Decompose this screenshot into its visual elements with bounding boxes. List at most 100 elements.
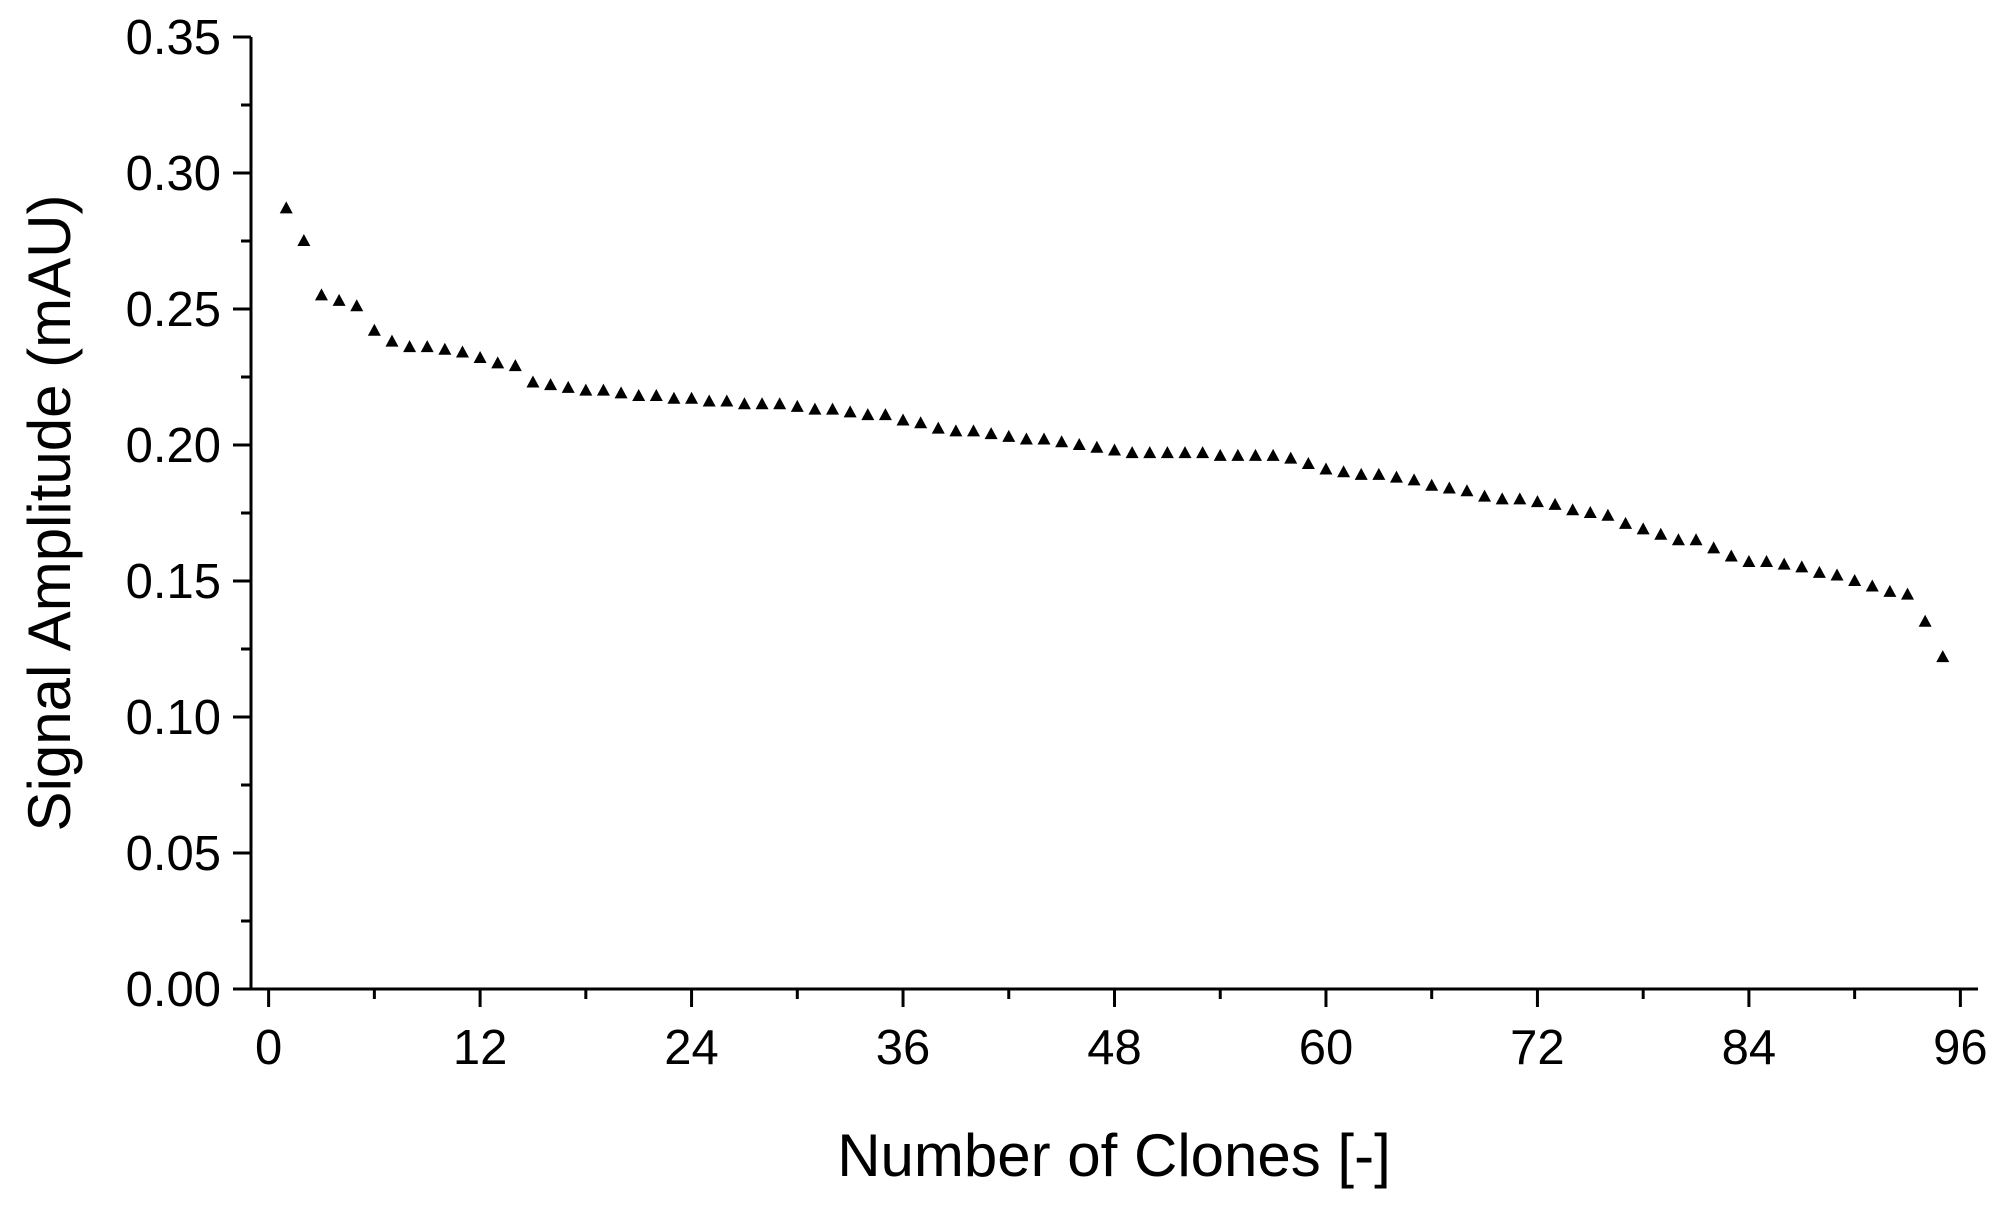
point xyxy=(1865,579,1879,592)
point xyxy=(1619,516,1633,529)
point xyxy=(1795,560,1809,573)
point xyxy=(1248,448,1262,461)
point xyxy=(297,234,311,246)
x-tick-label: 12 xyxy=(453,1021,508,1075)
point xyxy=(367,323,381,336)
point xyxy=(508,359,522,372)
y-tick-label: 0.25 xyxy=(126,283,221,337)
point xyxy=(1231,448,1245,461)
point xyxy=(1830,568,1844,581)
y-tick-label: 0.00 xyxy=(126,963,221,1017)
point xyxy=(826,402,840,415)
point xyxy=(861,408,875,421)
point xyxy=(279,201,293,214)
point xyxy=(350,299,364,312)
point xyxy=(1883,584,1897,597)
point xyxy=(1407,473,1421,486)
point xyxy=(1108,443,1121,456)
point xyxy=(967,424,981,437)
point xyxy=(1002,429,1016,442)
point xyxy=(1636,522,1650,535)
point xyxy=(1178,446,1192,459)
point xyxy=(614,386,628,399)
point xyxy=(755,397,769,410)
point xyxy=(1213,448,1227,461)
point xyxy=(1936,650,1950,663)
point xyxy=(632,389,646,402)
x-tick-label: 24 xyxy=(664,1021,719,1075)
point xyxy=(1583,506,1597,518)
x-tick-label: 0 xyxy=(255,1021,282,1075)
point xyxy=(1143,446,1157,459)
point xyxy=(1671,533,1685,546)
point xyxy=(1901,587,1915,600)
point xyxy=(1530,495,1544,508)
point xyxy=(1689,533,1703,546)
point xyxy=(1125,446,1139,459)
point xyxy=(1037,432,1051,445)
point xyxy=(1072,438,1086,450)
point xyxy=(878,408,892,421)
point xyxy=(1848,574,1862,586)
point xyxy=(949,424,963,437)
point xyxy=(544,378,558,391)
point xyxy=(1389,470,1403,483)
x-tick-label: 36 xyxy=(876,1021,931,1075)
point xyxy=(526,375,540,388)
point xyxy=(773,397,787,410)
point xyxy=(737,397,751,410)
point xyxy=(1548,497,1562,510)
point xyxy=(420,340,434,353)
point xyxy=(455,345,469,358)
point xyxy=(1284,451,1298,464)
point xyxy=(1777,557,1791,570)
y-tick-label: 0.35 xyxy=(126,11,221,65)
point xyxy=(808,402,822,415)
point xyxy=(984,427,998,440)
y-tick-label: 0.10 xyxy=(126,691,221,745)
point xyxy=(1654,527,1668,540)
x-tick-label: 72 xyxy=(1510,1021,1565,1075)
point xyxy=(1160,446,1174,459)
y-tick-label: 0.20 xyxy=(126,419,221,473)
point xyxy=(438,342,452,355)
point xyxy=(1742,554,1756,567)
point xyxy=(1812,565,1826,578)
x-tick-label: 96 xyxy=(1933,1021,1988,1075)
point xyxy=(1337,465,1351,478)
point xyxy=(685,391,699,404)
point xyxy=(702,394,716,407)
x-axis-label: Number of Clones [-] xyxy=(837,1122,1391,1189)
point xyxy=(914,416,928,429)
point xyxy=(491,356,505,369)
point xyxy=(896,413,910,426)
point xyxy=(1372,467,1386,480)
point xyxy=(1090,440,1104,453)
y-tick-label: 0.05 xyxy=(126,827,221,881)
point xyxy=(1513,492,1527,505)
point xyxy=(667,391,681,404)
point xyxy=(385,334,399,347)
point xyxy=(649,389,663,402)
point xyxy=(1707,541,1721,554)
point xyxy=(1495,492,1509,505)
point xyxy=(1442,481,1456,494)
point xyxy=(1918,614,1932,627)
point xyxy=(790,399,804,412)
point xyxy=(1478,489,1492,502)
point xyxy=(1319,462,1333,475)
point xyxy=(1354,467,1368,480)
point xyxy=(931,421,945,434)
point xyxy=(579,383,593,396)
point xyxy=(1055,435,1069,448)
point xyxy=(1266,448,1280,461)
point xyxy=(1460,484,1474,497)
point xyxy=(843,405,857,418)
point xyxy=(314,288,328,301)
point xyxy=(1566,503,1580,516)
point xyxy=(720,394,734,407)
point xyxy=(1301,457,1315,470)
y-tick-label: 0.15 xyxy=(126,555,221,609)
point xyxy=(332,293,346,306)
